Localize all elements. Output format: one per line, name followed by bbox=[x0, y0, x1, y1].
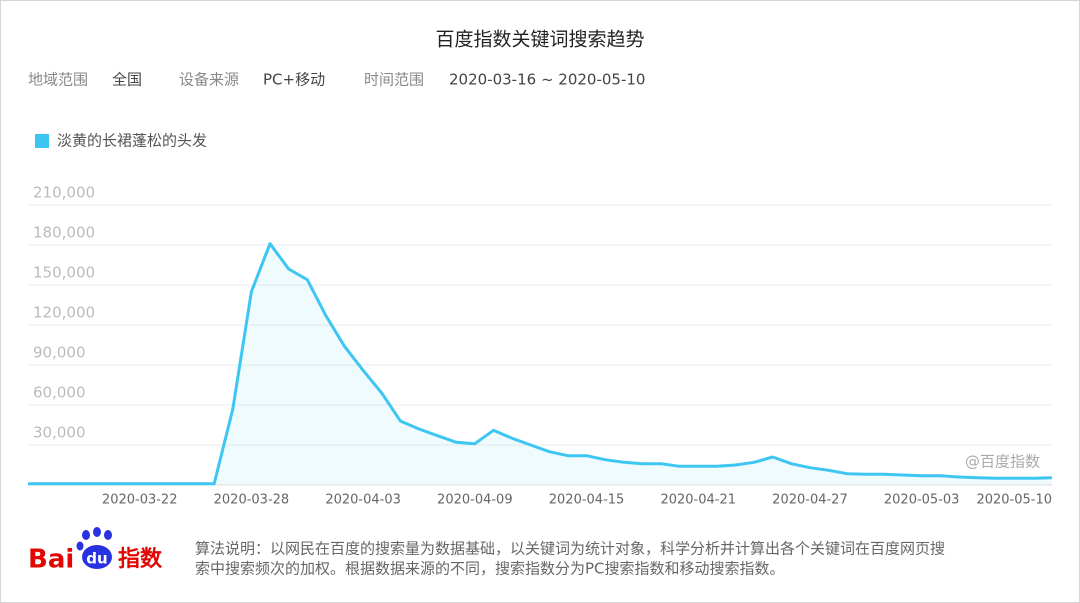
y-tick-label: 180,000 bbox=[33, 224, 95, 242]
filters: 地域范围 全国 设备来源 PC+移动 时间范围 2020-03-16 ~ 2020-05-… bbox=[28, 71, 645, 89]
filter-label: 时间范围 bbox=[364, 71, 424, 89]
plot: 30,000 60,000 90,000 120,000 150,000 180,000 2… bbox=[28, 184, 1053, 508]
y-tick-label: 60,000 bbox=[33, 384, 86, 402]
legend-swatch bbox=[35, 134, 49, 148]
x-tick-label: 2020-04-21 bbox=[660, 493, 736, 508]
filter-value: 2020-03-16 ~ 2020-05-10 bbox=[449, 71, 645, 89]
logo-du: du bbox=[86, 550, 107, 568]
legend-label: 淡黄的长裙蓬松的头发 bbox=[57, 132, 207, 150]
x-tick-label: 2020-04-15 bbox=[549, 493, 625, 508]
x-tick-label: 2020-05-03 bbox=[884, 493, 960, 508]
logo: Bai du 指数 bbox=[28, 527, 163, 575]
filter-value: PC+移动 bbox=[263, 71, 325, 89]
logo-index: 指数 bbox=[118, 546, 163, 572]
logo-text: Bai bbox=[28, 545, 74, 575]
x-tick-label: 2020-04-03 bbox=[325, 493, 401, 508]
filter-value: 全国 bbox=[112, 71, 142, 89]
line bbox=[28, 242, 1053, 486]
x-tick-label: 2020-04-27 bbox=[772, 493, 848, 508]
title: 百度指数关键词搜索趋势 bbox=[435, 29, 644, 51]
x-tick-label: 2020-03-28 bbox=[214, 493, 290, 508]
filter-label: 设备来源 bbox=[179, 71, 239, 89]
y-tick-label: 120,000 bbox=[33, 304, 95, 322]
filter-label: 地域范围 bbox=[28, 71, 88, 89]
watermark: @百度指数 bbox=[965, 453, 1040, 471]
y-tick-label: 210,000 bbox=[33, 184, 95, 202]
logo-paw bbox=[76, 527, 112, 569]
x-tick-label: 2020-05-10 bbox=[976, 493, 1052, 508]
x-tick-label: 2020-03-22 bbox=[102, 493, 178, 508]
y-tick-label: 150,000 bbox=[33, 264, 95, 282]
y-tick-label: 90,000 bbox=[33, 344, 86, 362]
note-line: 索中搜索频次的加权。根据数据来源的不同，搜索指数分为PC搜索指数和移动搜索指数。 bbox=[195, 560, 785, 578]
y-tick-label: 30,000 bbox=[33, 424, 86, 442]
area bbox=[28, 243, 1052, 485]
x-tick-label: 2020-04-09 bbox=[437, 493, 513, 508]
note-line: 算法说明：以网民在百度的搜索量为数据基础，以关键词为统计对象，科学分析并计算出各… bbox=[195, 540, 945, 558]
